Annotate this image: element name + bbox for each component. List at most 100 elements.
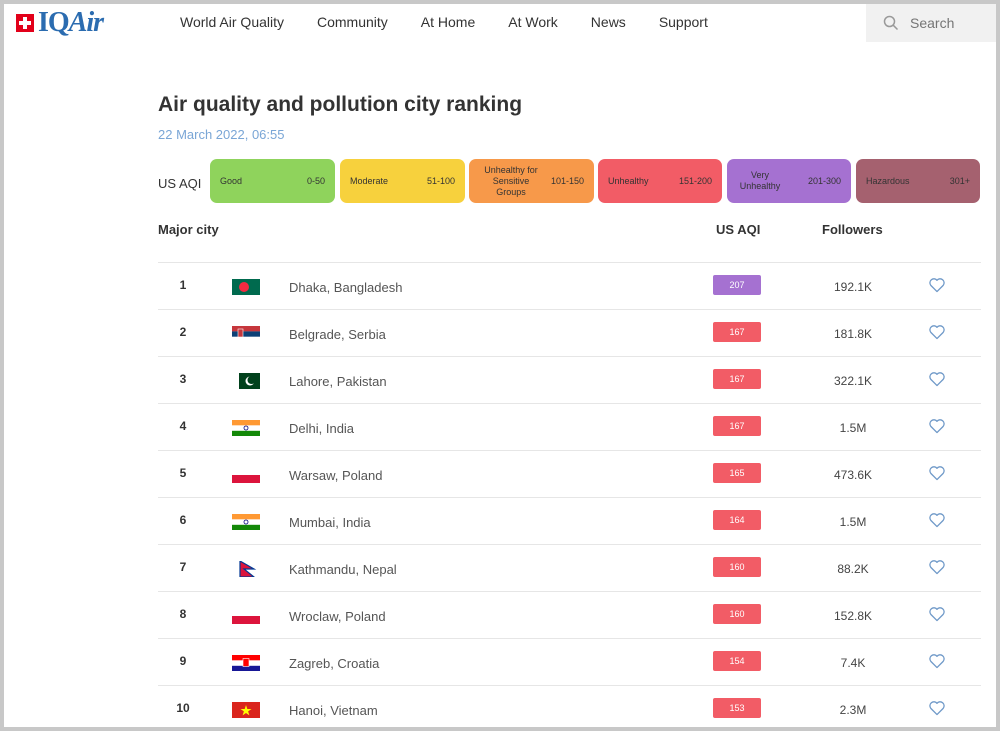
legend-item: Unhealthy for Sensitive Groups 101-150 xyxy=(469,159,594,203)
city-link[interactable]: Dhaka, Bangladesh xyxy=(289,280,403,295)
followers-count: 192.1K xyxy=(833,280,873,294)
nav-support[interactable]: Support xyxy=(658,14,708,30)
legend-item-name: Good xyxy=(220,175,243,186)
legend-label: US AQI xyxy=(158,176,202,191)
nav-news[interactable]: News xyxy=(590,14,626,30)
heart-icon[interactable] xyxy=(928,277,946,298)
legend-item-range: 51-100 xyxy=(426,176,455,186)
in-flag-icon xyxy=(232,514,260,530)
nav-at-home[interactable]: At Home xyxy=(420,14,476,30)
table-row[interactable]: 3 Lahore, Pakistan 167 322.1K xyxy=(158,356,981,403)
table-row[interactable]: 4 Delhi, India 167 1.5M xyxy=(158,403,981,450)
city-link[interactable]: Mumbai, India xyxy=(289,515,371,530)
row-rank: 8 xyxy=(179,607,187,621)
table-row[interactable]: 1 Dhaka, Bangladesh 207 192.1K xyxy=(158,262,981,309)
followers-count: 181.8K xyxy=(833,327,873,341)
followers-count: 473.6K xyxy=(833,468,873,482)
heart-icon[interactable] xyxy=(928,653,946,674)
city-link[interactable]: Zagreb, Croatia xyxy=(289,656,380,671)
city-link[interactable]: Delhi, India xyxy=(289,421,355,436)
in-flag-icon xyxy=(232,420,260,436)
col-header-city: Major city xyxy=(158,222,219,237)
heart-icon[interactable] xyxy=(928,512,946,533)
legend-item-name: Unhealthy xyxy=(608,175,649,186)
top-nav: IQAir World Air Quality Community At Hom… xyxy=(4,4,996,42)
table-row[interactable]: 6 Mumbai, India 164 1.5M xyxy=(158,497,981,544)
heart-icon[interactable] xyxy=(928,606,946,627)
row-rank: 10 xyxy=(176,701,190,715)
aqi-badge: 167 xyxy=(713,369,761,389)
aqi-badge: 160 xyxy=(713,604,761,624)
row-rank: 1 xyxy=(179,278,187,292)
heart-icon[interactable] xyxy=(928,559,946,580)
legend-item-name: Unhealthy for Sensitive Groups xyxy=(484,164,538,197)
followers-count: 1.5M xyxy=(839,421,867,435)
table-row[interactable]: 5 Warsaw, Poland 165 473.6K xyxy=(158,450,981,497)
search-input[interactable] xyxy=(908,14,992,32)
legend-item: Hazardous 301+ xyxy=(856,159,980,203)
pl-flag-icon xyxy=(232,608,260,624)
city-link[interactable]: Lahore, Pakistan xyxy=(289,374,387,389)
nav-at-work[interactable]: At Work xyxy=(508,14,558,30)
followers-count: 2.3M xyxy=(839,703,867,717)
search-box[interactable] xyxy=(866,4,996,42)
ranking-table: 1 Dhaka, Bangladesh 207 192.1K 2 Belgrade, Se… xyxy=(158,262,981,732)
hr-flag-icon xyxy=(232,655,260,671)
table-row[interactable]: 10 Hanoi, Vietnam 153 2.3M xyxy=(158,685,981,732)
page-title: Air quality and pollution city ranking xyxy=(158,93,523,116)
aqi-badge: 153 xyxy=(713,698,761,718)
heart-icon[interactable] xyxy=(928,371,946,392)
table-row[interactable]: 7 Kathmandu, Nepal 160 88.2K xyxy=(158,544,981,591)
np-flag-icon xyxy=(232,561,260,577)
iqair-logo[interactable]: IQAir xyxy=(16,7,104,38)
legend-item-range: 201-300 xyxy=(807,176,841,186)
nav-community[interactable]: Community xyxy=(317,14,388,30)
city-link[interactable]: Wroclaw, Poland xyxy=(289,609,386,624)
followers-count: 88.2K xyxy=(837,562,869,576)
row-rank: 7 xyxy=(179,560,187,574)
aqi-badge: 165 xyxy=(713,463,761,483)
followers-count: 1.5M xyxy=(839,515,867,529)
aqi-badge: 167 xyxy=(713,416,761,436)
table-row[interactable]: 2 Belgrade, Serbia 167 181.8K xyxy=(158,309,981,356)
legend-item-range: 0-50 xyxy=(306,176,325,186)
legend-item: Unhealthy 151-200 xyxy=(598,159,722,203)
row-rank: 4 xyxy=(179,419,187,433)
row-rank: 2 xyxy=(179,325,187,339)
aqi-badge: 160 xyxy=(713,557,761,577)
swiss-flag-icon xyxy=(16,14,34,32)
legend-item-name: Moderate xyxy=(350,175,389,186)
row-rank: 9 xyxy=(179,654,187,668)
row-rank: 3 xyxy=(179,372,187,386)
followers-count: 152.8K xyxy=(833,609,873,623)
city-link[interactable]: Kathmandu, Nepal xyxy=(289,562,397,577)
logo-text: IQAir xyxy=(38,7,104,38)
nav-world-air-quality[interactable]: World Air Quality xyxy=(180,14,284,30)
city-link[interactable]: Warsaw, Poland xyxy=(289,468,383,483)
legend-item-name: Hazardous xyxy=(866,175,910,186)
timestamp: 22 March 2022, 06:55 xyxy=(158,127,285,142)
legend-item: Good 0-50 xyxy=(210,159,335,203)
legend-item: Moderate 51-100 xyxy=(340,159,465,203)
city-link[interactable]: Belgrade, Serbia xyxy=(289,327,386,342)
aqi-badge: 167 xyxy=(713,322,761,342)
rs-flag-icon xyxy=(232,326,260,342)
legend-item-range: 301+ xyxy=(949,176,970,186)
table-row[interactable]: 8 Wroclaw, Poland 160 152.8K xyxy=(158,591,981,638)
vn-flag-icon xyxy=(232,702,260,718)
heart-icon[interactable] xyxy=(928,700,946,721)
row-rank: 6 xyxy=(179,513,187,527)
heart-icon[interactable] xyxy=(928,418,946,439)
bd-flag-icon xyxy=(232,279,260,295)
heart-icon[interactable] xyxy=(928,324,946,345)
city-link[interactable]: Hanoi, Vietnam xyxy=(289,703,378,718)
aqi-badge: 207 xyxy=(713,275,761,295)
table-row[interactable]: 9 Zagreb, Croatia 154 7.4K xyxy=(158,638,981,685)
pk-flag-icon xyxy=(232,373,260,389)
legend-item-range: 101-150 xyxy=(550,176,584,186)
col-header-aqi: US AQI xyxy=(716,222,761,237)
heart-icon[interactable] xyxy=(928,465,946,486)
col-header-followers: Followers xyxy=(822,222,883,237)
aqi-badge: 164 xyxy=(713,510,761,530)
